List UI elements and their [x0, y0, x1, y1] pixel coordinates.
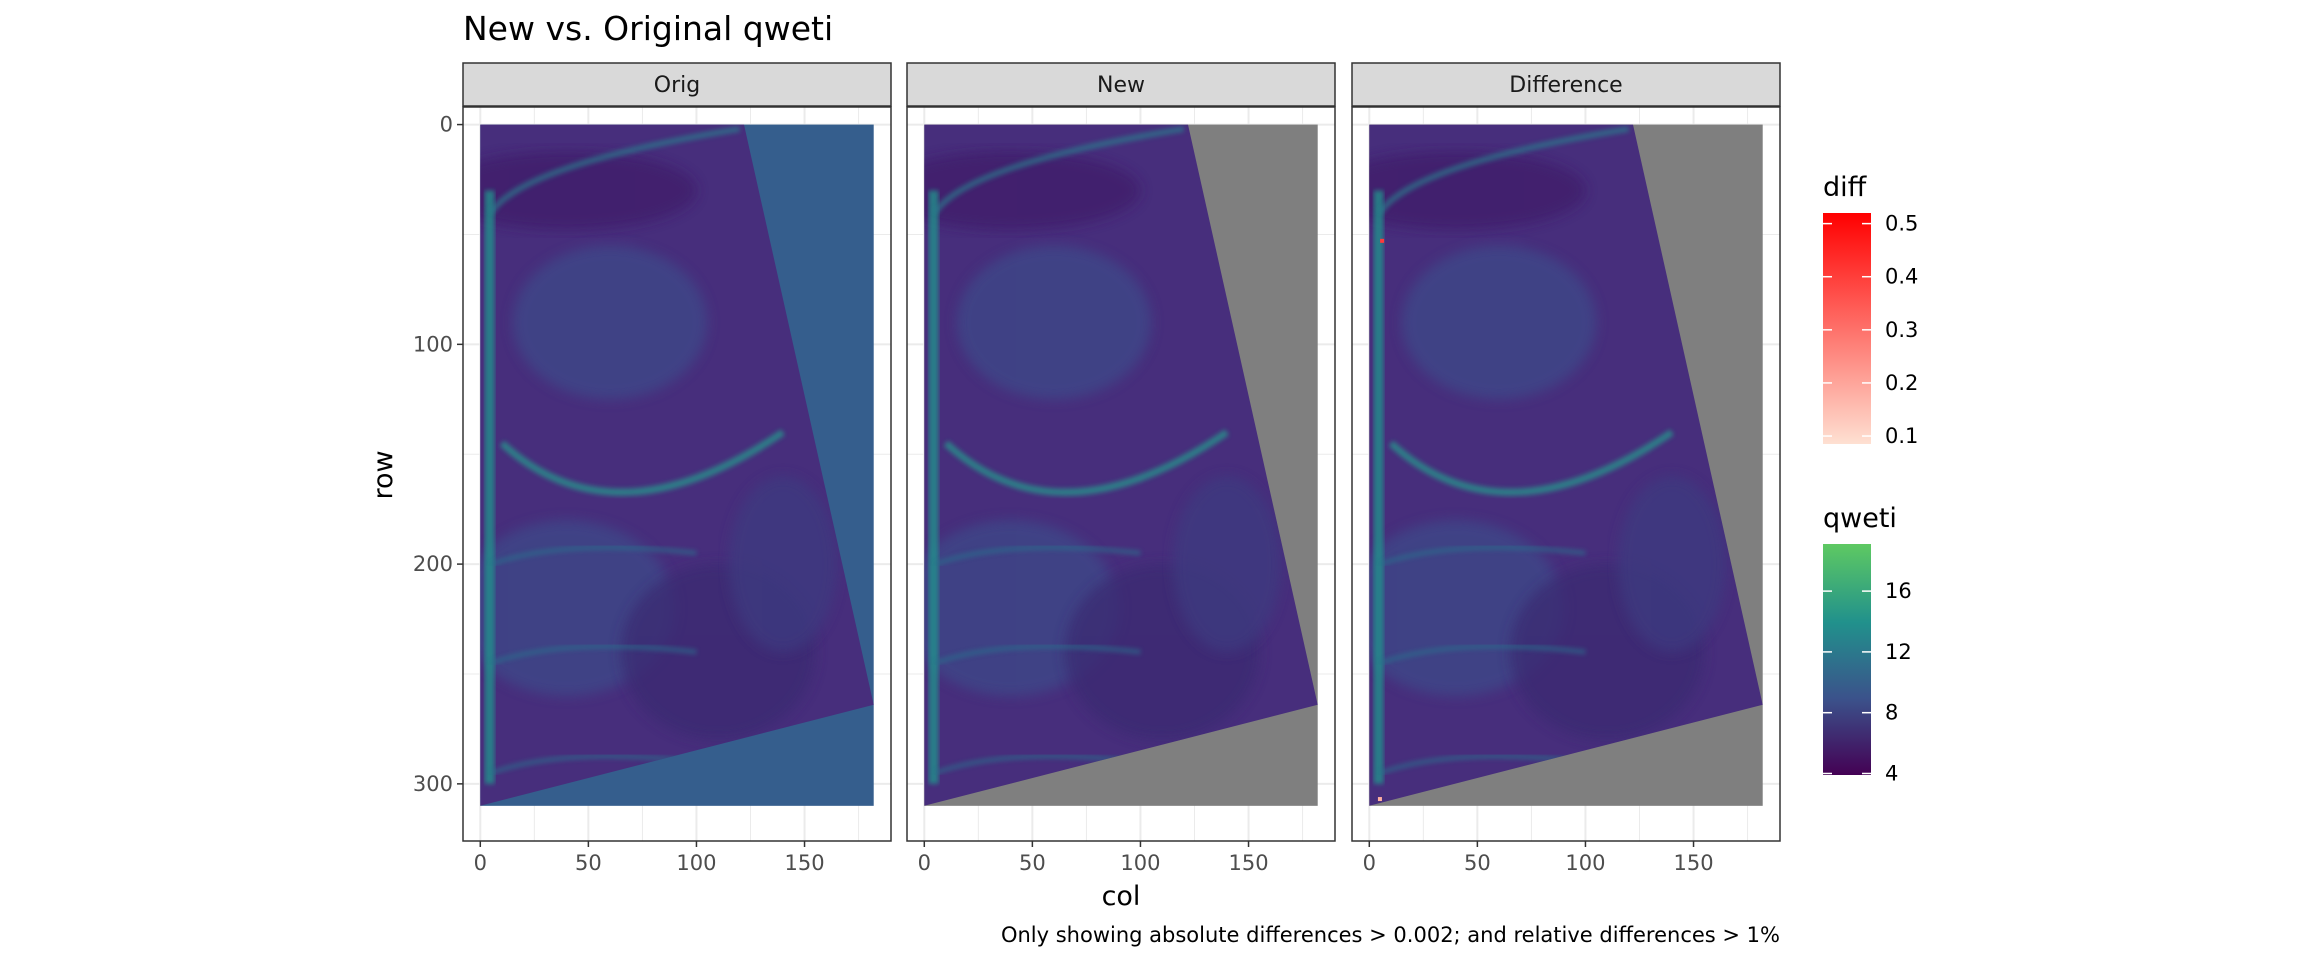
- legend-qweti: qweti 16 12 8 4: [1823, 503, 1912, 785]
- heatmap-streak: [934, 643, 1141, 666]
- x-tick-label: 100: [1565, 851, 1605, 875]
- legend-diff-colorbar: [1823, 213, 1871, 444]
- legend-diff-title: diff: [1823, 172, 1868, 203]
- heatmap-edge: [1373, 190, 1384, 784]
- legend-diff-label: 0.1: [1885, 424, 1918, 448]
- diff-marker: [1380, 238, 1385, 243]
- caption: Only showing absolute differences > 0.00…: [1001, 923, 1780, 947]
- heatmap-edge: [484, 190, 495, 784]
- heatmap-rim: [932, 126, 1185, 215]
- heatmap-edge: [928, 190, 939, 784]
- y-axis-label: row: [368, 450, 399, 499]
- x-tick-label: 50: [575, 851, 602, 875]
- chart-title: New vs. Original qweti: [463, 9, 833, 48]
- heatmap-blob: [956, 245, 1152, 400]
- facet-strip-label: Difference: [1509, 73, 1622, 98]
- facet-strip-label: New: [1097, 73, 1145, 98]
- facet-strip: [906, 62, 1336, 107]
- diff-marker: [1377, 797, 1382, 802]
- heatmap-blob: [512, 245, 708, 400]
- x-tick-label: 100: [676, 851, 716, 875]
- panel-border: [462, 106, 892, 842]
- facet-difference: Difference 0 50 100 150: [1351, 62, 1781, 875]
- heatmap-blob: [924, 150, 1141, 231]
- heatmap-blob: [480, 150, 697, 231]
- y-tick-label: 100: [413, 332, 453, 356]
- legend-qweti-label: 8: [1885, 701, 1898, 725]
- heatmap-blob: [728, 476, 837, 653]
- heatmap-arc: [499, 429, 785, 496]
- x-tick-label: 0: [474, 851, 487, 875]
- x-tick-label: 0: [1363, 851, 1376, 875]
- heatmap-rim: [1377, 126, 1630, 215]
- heatmap-blob: [1369, 150, 1586, 231]
- y-tick-label: 0: [440, 113, 453, 137]
- legend-diff-label: 0.3: [1885, 318, 1918, 342]
- facet-strip: [1351, 62, 1781, 107]
- facet-strip-label: Orig: [654, 73, 700, 98]
- heatmap-streak: [490, 544, 697, 567]
- legend-diff: diff 0.5 0.4 0.3 0.2 0.1: [1823, 172, 1918, 448]
- heatmap-blob: [1617, 476, 1726, 653]
- heatmap-streak: [1379, 544, 1586, 567]
- legend-qweti-label: 16: [1885, 579, 1912, 603]
- heatmap-streak: [490, 643, 697, 666]
- heatmap-streak: [1379, 643, 1586, 666]
- panel-border: [906, 106, 1336, 842]
- legend-qweti-label: 12: [1885, 640, 1912, 664]
- legend-qweti-label: 4: [1885, 761, 1898, 785]
- heatmap-streak: [934, 544, 1141, 567]
- heatmap-texture: [924, 126, 1281, 784]
- x-axis-label: col: [1102, 881, 1141, 912]
- x-tick-label: 50: [1019, 851, 1046, 875]
- facet-orig: Orig 0 50 100 150 0 100 200 300: [413, 62, 892, 875]
- legend-qweti-colorbar: [1823, 544, 1871, 775]
- heatmap-texture: [1369, 126, 1726, 784]
- heatmap-rim: [488, 126, 741, 215]
- x-tick-label: 50: [1464, 851, 1491, 875]
- panel-border: [1351, 106, 1781, 842]
- facet-strip: [462, 62, 892, 107]
- heatmap-arc: [1388, 429, 1674, 496]
- x-tick-label: 0: [918, 851, 931, 875]
- legend-qweti-title: qweti: [1823, 503, 1897, 534]
- x-tick-label: 100: [1120, 851, 1160, 875]
- facet-new: New 0 50 100 150: [906, 62, 1336, 875]
- x-tick-label: 150: [1673, 851, 1713, 875]
- x-tick-label: 150: [784, 851, 824, 875]
- heatmap-blob: [1401, 245, 1597, 400]
- legend-diff-label: 0.2: [1885, 371, 1918, 395]
- legend-diff-label: 0.5: [1885, 212, 1918, 236]
- y-tick-label: 200: [413, 552, 453, 576]
- heatmap-texture: [480, 126, 837, 784]
- x-tick-label: 150: [1228, 851, 1268, 875]
- legend-diff-label: 0.4: [1885, 265, 1918, 289]
- heatmap-blob: [1172, 476, 1281, 653]
- heatmap-arc: [943, 429, 1229, 496]
- y-tick-label: 300: [413, 772, 453, 796]
